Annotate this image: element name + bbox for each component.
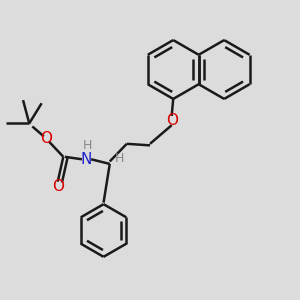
Text: O: O [166,113,178,128]
Text: H: H [83,139,92,152]
Text: O: O [40,131,52,146]
Text: H: H [114,152,124,165]
Text: N: N [81,152,92,167]
Text: O: O [52,179,64,194]
